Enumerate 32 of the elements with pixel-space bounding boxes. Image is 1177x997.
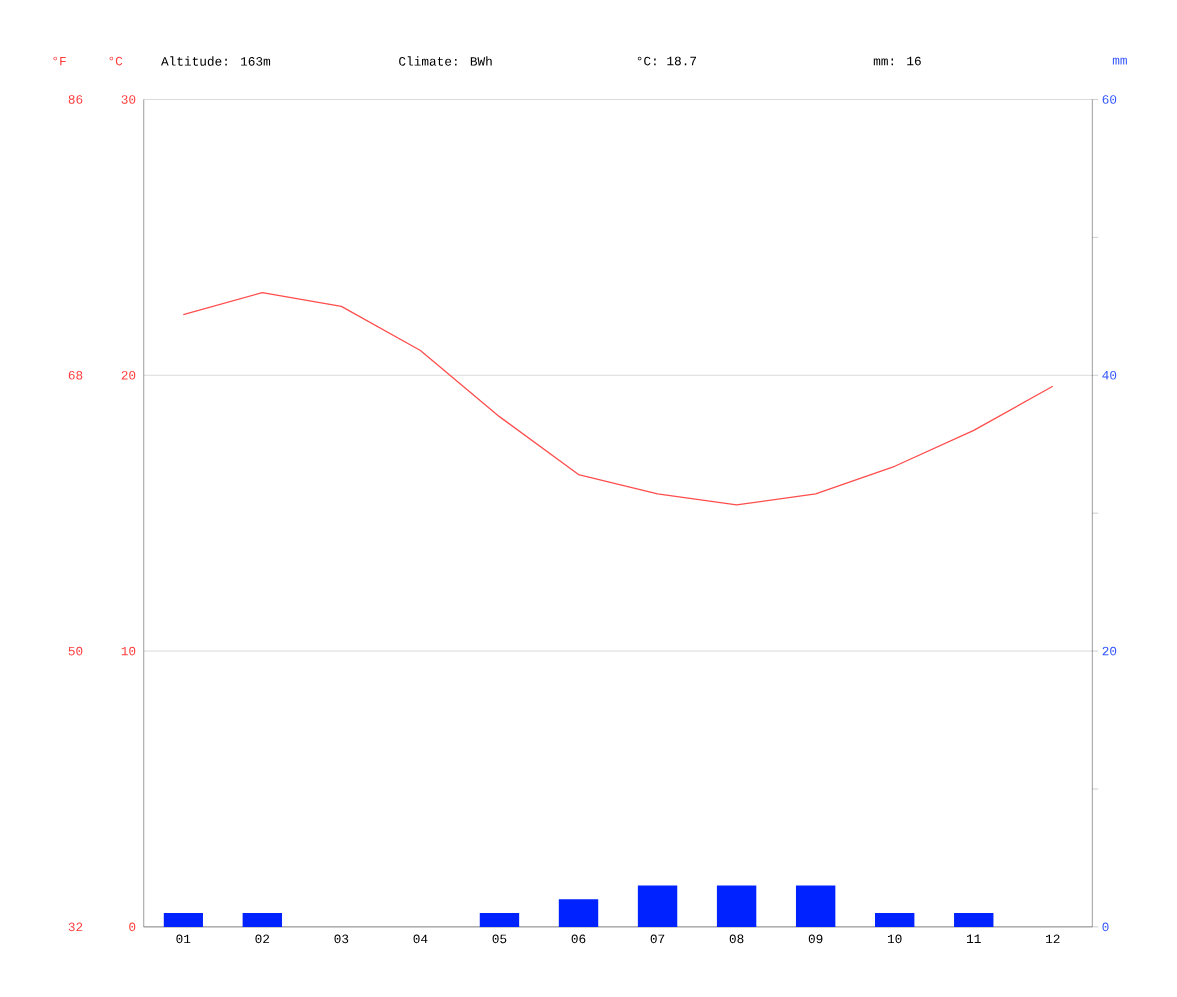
x-tick-label: 08 bbox=[729, 934, 744, 944]
x-tick-label: 05 bbox=[492, 934, 507, 944]
x-tick-label: 03 bbox=[334, 934, 349, 944]
line-series bbox=[182, 291, 1054, 506]
y3-axis-title: °F bbox=[53, 56, 66, 66]
y2-tick-label: 40 bbox=[1102, 371, 1117, 380]
x-tick-label: 11 bbox=[967, 934, 981, 944]
x-tick-label: 06 bbox=[571, 934, 586, 944]
x-tick-label: 12 bbox=[1046, 934, 1060, 944]
x-tick-label: 09 bbox=[808, 934, 823, 944]
text: mm: 16 bbox=[873, 56, 921, 66]
text: Climate: BWh bbox=[399, 56, 492, 66]
y2-tick-label: 60 bbox=[1102, 95, 1117, 104]
x-tick-label: 02 bbox=[255, 934, 270, 944]
y2-axis-title: mm bbox=[1112, 57, 1127, 65]
y3-tick-label: 32 bbox=[68, 922, 83, 932]
x-tick-label: 04 bbox=[413, 934, 428, 944]
y-tick-label: 30 bbox=[121, 95, 136, 104]
y-tick-label: 0 bbox=[129, 922, 136, 932]
y-tick-label: 20 bbox=[121, 371, 136, 380]
y2-tick-label: 0 bbox=[1102, 922, 1109, 932]
text: °C: 18.7 bbox=[637, 56, 697, 66]
y3-tick-label: 50 bbox=[68, 646, 83, 656]
y3-tick-label: 68 bbox=[68, 371, 83, 380]
text: Altitude: 163m bbox=[161, 56, 271, 66]
y2-tick-label: 20 bbox=[1102, 646, 1117, 656]
y3-tick-label: 86 bbox=[68, 95, 83, 104]
y-axis-title: °C bbox=[109, 56, 123, 66]
y-tick-label: 10 bbox=[121, 646, 136, 656]
x-tick-label: 01 bbox=[176, 934, 191, 944]
x-tick-label: 10 bbox=[887, 934, 902, 944]
x-tick-label: 07 bbox=[650, 934, 665, 944]
